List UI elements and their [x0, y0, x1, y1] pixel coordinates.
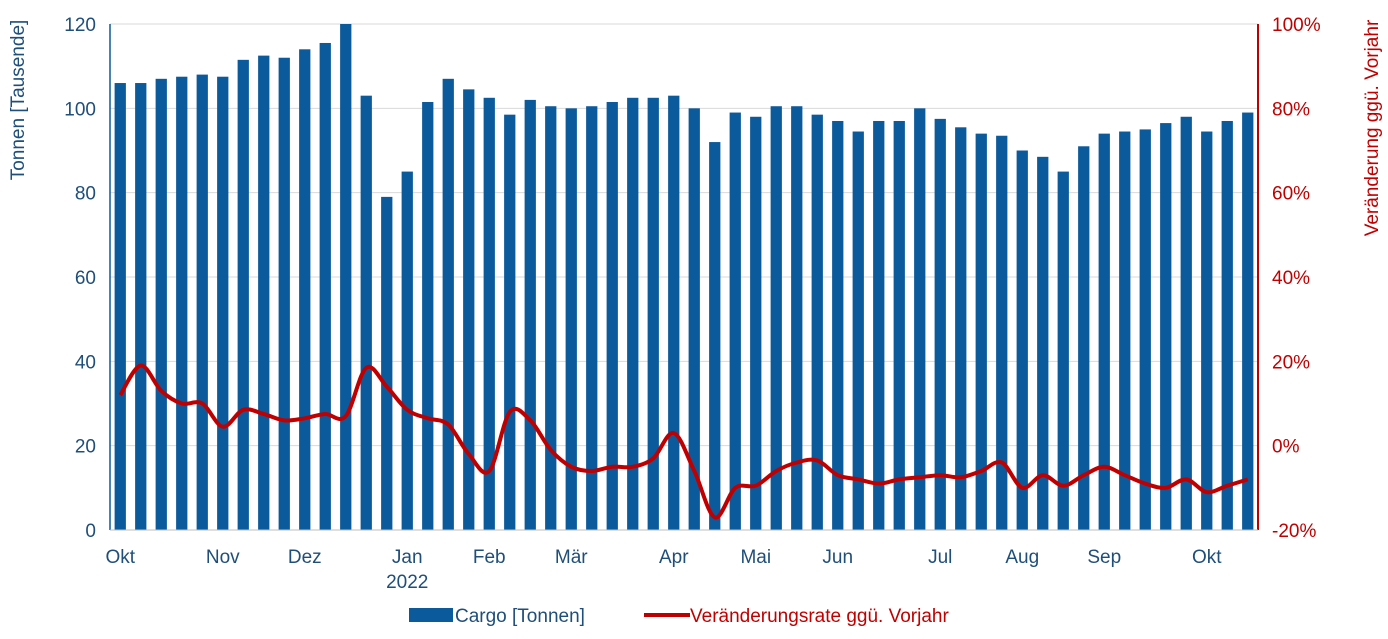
- cargo-bar: [565, 108, 577, 530]
- cargo-bar: [135, 83, 147, 531]
- cargo-bar: [770, 106, 782, 530]
- cargo-bar: [1057, 171, 1069, 531]
- cargo-bar: [1016, 150, 1028, 530]
- right-tick-label: -20%: [1272, 521, 1316, 542]
- cargo-bar: [914, 108, 926, 530]
- cargo-bar: [627, 97, 639, 531]
- cargo-bar: [709, 142, 721, 531]
- right-axis-title: Veränderung ggü. Vorjahr: [1362, 19, 1383, 236]
- change-rate-line: [118, 363, 1249, 520]
- cargo-bar: [1221, 120, 1233, 530]
- cargo-bar: [463, 89, 475, 530]
- cargo-bar: [1098, 133, 1110, 530]
- cargo-bar: [155, 78, 167, 531]
- cargo-bar: [217, 76, 229, 530]
- cargo-bar: [1180, 116, 1192, 531]
- left-tick-label: 40: [75, 352, 96, 373]
- cargo-bar: [688, 108, 700, 530]
- cargo-bar: [483, 97, 495, 531]
- cargo-bar: [811, 114, 823, 531]
- line-series: [118, 363, 1249, 520]
- axes: [109, 24, 1259, 531]
- cargo-bar: [340, 24, 352, 530]
- left-tick-label: 60: [75, 268, 96, 289]
- cargo-bar: [852, 131, 864, 530]
- left-tick-label: 0: [85, 521, 96, 542]
- cargo-bar: [586, 106, 598, 530]
- cargo-bar: [1160, 123, 1172, 530]
- x-tick-label: Sep: [1087, 547, 1121, 568]
- cargo-bar: [1119, 131, 1131, 530]
- legend-line-label: Veränderungsrate ggü. Vorjahr: [690, 606, 949, 627]
- cargo-bar: [996, 135, 1008, 530]
- cargo-bar: [114, 83, 126, 531]
- cargo-bar: [422, 102, 434, 530]
- cargo-bar: [791, 106, 803, 530]
- cargo-bar: [176, 76, 188, 530]
- cargo-bar: [647, 97, 659, 531]
- legend-bar-label: Cargo [Tonnen]: [455, 606, 585, 627]
- cargo-bar: [873, 120, 885, 530]
- bar-series: [114, 24, 1254, 531]
- cargo-bar: [237, 59, 249, 530]
- cargo-bar: [401, 171, 413, 531]
- legend-bar-swatch: [409, 608, 453, 622]
- cargo-bar: [545, 106, 557, 530]
- cargo-bar: [1078, 146, 1090, 531]
- cargo-bar: [750, 116, 762, 531]
- x-tick-label: Feb: [473, 547, 506, 568]
- x-tick-label: Jun: [822, 547, 853, 568]
- cargo-bar: [360, 95, 372, 530]
- cargo-bar: [668, 95, 680, 530]
- cargo-bar: [196, 74, 208, 530]
- right-tick-label: 60%: [1272, 184, 1310, 205]
- cargo-bar: [1139, 129, 1151, 530]
- x-tick-label: Apr: [659, 547, 689, 568]
- cargo-bar: [258, 55, 270, 530]
- cargo-bar: [729, 112, 741, 531]
- x-tick-label: Okt: [105, 547, 135, 568]
- cargo-bar: [381, 196, 393, 530]
- x-tick-label: Jul: [928, 547, 952, 568]
- right-tick-label: 20%: [1272, 352, 1310, 373]
- cargo-bar: [934, 118, 946, 530]
- left-tick-label: 100: [64, 99, 96, 120]
- cargo-bar: [319, 42, 331, 530]
- x-tick-label: Mai: [740, 547, 771, 568]
- left-axis-title: Tonnen [Tausende]: [8, 20, 29, 181]
- cargo-bar: [832, 120, 844, 530]
- cargo-bar: [606, 102, 618, 530]
- x-tick-label: Okt: [1192, 547, 1222, 568]
- x-tick-sublabel: 2022: [386, 572, 428, 593]
- cargo-bar: [504, 114, 516, 531]
- left-axis-ticks: 0 20 40 60 80 100 120: [64, 15, 96, 542]
- legend: Cargo [Tonnen] Veränderungsrate ggü. Vor…: [409, 606, 949, 627]
- x-tick-label: Mär: [555, 547, 588, 568]
- left-tick-label: 20: [75, 437, 96, 458]
- left-tick-label: 80: [75, 184, 96, 205]
- cargo-bar: [1037, 156, 1049, 530]
- cargo-bar: [442, 78, 454, 531]
- x-tick-label: Jan: [392, 547, 423, 568]
- x-tick-label: Aug: [1005, 547, 1039, 568]
- cargo-bar: [893, 120, 905, 530]
- right-tick-label: 0%: [1272, 437, 1300, 458]
- left-tick-label: 120: [64, 15, 96, 36]
- cargo-bar: [975, 133, 987, 530]
- cargo-bar: [299, 49, 311, 531]
- right-tick-label: 40%: [1272, 268, 1310, 289]
- cargo-bar: [1242, 112, 1254, 531]
- x-axis-ticks: Okt Nov Dez Jan 2022 Feb Mär Apr Mai Jun Jul Aug Sep…: [105, 547, 1222, 593]
- cargo-bar: [1201, 131, 1213, 530]
- cargo-bar: [955, 127, 967, 530]
- cargo-bar: [278, 57, 290, 530]
- right-tick-label: 80%: [1272, 99, 1310, 120]
- x-tick-label: Nov: [206, 547, 240, 568]
- x-tick-label: Dez: [288, 547, 322, 568]
- right-axis-ticks: -20% 0% 20% 40% 60% 80% 100%: [1272, 15, 1321, 542]
- right-tick-label: 100%: [1272, 15, 1321, 36]
- cargo-bar: [524, 99, 536, 531]
